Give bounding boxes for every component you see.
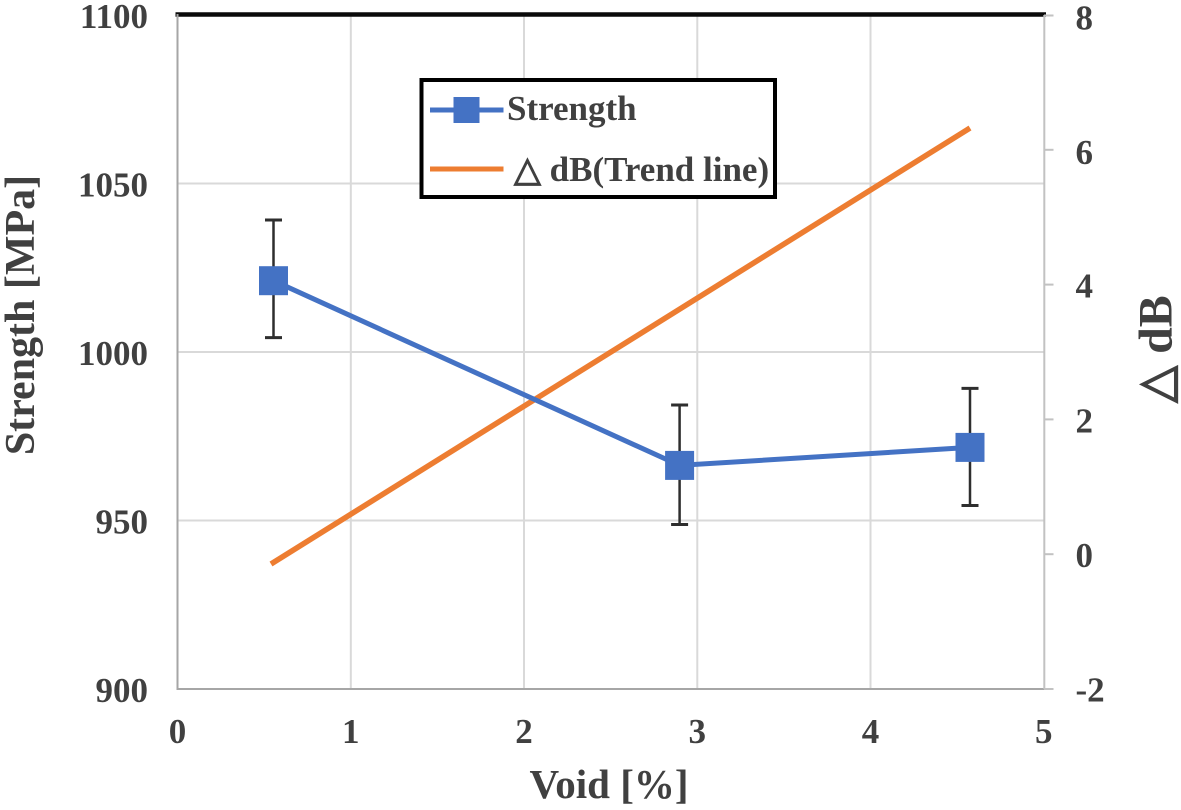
svg-text:4: 4 — [1076, 267, 1094, 306]
svg-text:△ dB: △ dB — [1130, 295, 1181, 405]
svg-text:-2: -2 — [1076, 671, 1105, 710]
svg-text:8: 8 — [1076, 0, 1094, 38]
svg-text:1050: 1050 — [78, 165, 148, 204]
svg-text:1000: 1000 — [78, 334, 148, 373]
svg-text:Void [%]: Void [%] — [529, 761, 688, 807]
svg-text:1: 1 — [342, 712, 360, 751]
svg-text:2: 2 — [515, 712, 533, 751]
svg-text:6: 6 — [1076, 133, 1094, 172]
svg-text:5: 5 — [1035, 712, 1053, 751]
svg-text:1100: 1100 — [80, 0, 148, 36]
svg-text:0: 0 — [169, 712, 187, 751]
svg-text:950: 950 — [96, 502, 149, 541]
svg-text:△ dB(Trend line): △ dB(Trend line) — [513, 150, 769, 189]
svg-text:4: 4 — [862, 712, 880, 751]
svg-text:Strength [MPa]: Strength [MPa] — [0, 175, 44, 455]
svg-text:3: 3 — [689, 712, 707, 751]
svg-text:0: 0 — [1076, 536, 1094, 575]
svg-text:900: 900 — [96, 671, 149, 710]
svg-text:Strength: Strength — [507, 89, 637, 128]
svg-text:2: 2 — [1076, 401, 1094, 440]
